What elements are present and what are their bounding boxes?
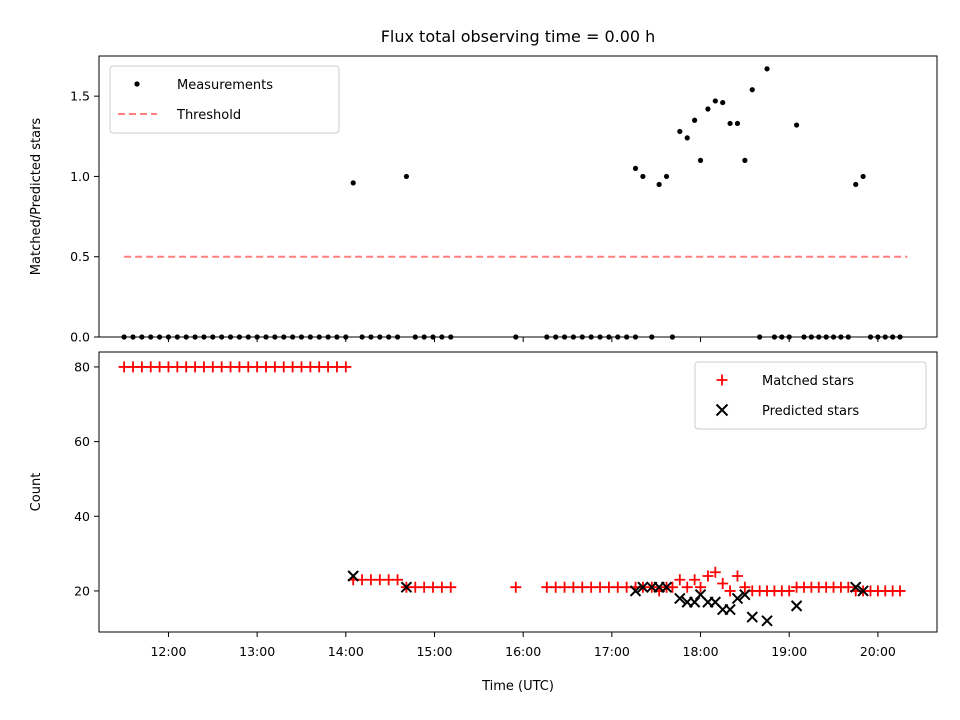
measurement-point: [350, 180, 356, 186]
matched-star-point: [731, 570, 743, 582]
legend-label: Predicted stars: [762, 404, 859, 419]
matched-star-point: [689, 574, 701, 586]
legend-label: Threshold: [176, 108, 241, 123]
measurement-point: [742, 157, 748, 163]
predicted-star-point: [731, 592, 744, 605]
measurement-point: [853, 181, 859, 188]
measurement-point: [677, 128, 683, 135]
x-tick-label: 17:00: [594, 644, 630, 659]
legend: Matched stars Predicted stars: [694, 361, 927, 430]
x-axis-label: Time (UTC): [481, 679, 554, 694]
matched-star-point: [739, 581, 751, 593]
legend-box: [109, 65, 340, 134]
matched-star-point: [724, 585, 736, 597]
measurement-point: [860, 173, 866, 180]
x-tick-label: 19:00: [771, 644, 807, 659]
measurement-point: [697, 157, 704, 163]
predicted-star-point: [400, 581, 413, 593]
predicted-star-point: [790, 600, 803, 612]
count-panel: 12:00 13:00 14:00 15:00 16:00 17:00 18:00 19:00…: [29, 351, 938, 659]
predicted-star-point: [674, 592, 686, 605]
matched-star-point: [709, 566, 721, 578]
matched-star-point: [842, 581, 854, 593]
x-tick-label: 15:00: [416, 644, 452, 659]
measurement-point: [684, 135, 690, 141]
matched-star-point: [702, 570, 714, 582]
predicted-star-point: [629, 585, 642, 597]
matched-star-point: [695, 581, 707, 593]
axes-frame: [98, 55, 938, 338]
legend-label: Measurements: [177, 78, 273, 93]
matched-star-point: [681, 581, 693, 593]
measurement-point: [663, 173, 670, 180]
y-tick-label: 1.5: [70, 89, 90, 104]
y-tick-label: 1.0: [70, 169, 90, 184]
predicted-star-point: [761, 615, 773, 627]
predicted-star-point: [746, 611, 758, 623]
y-axis-label: Matched/Predicted stars: [29, 118, 44, 276]
legend-x-swatch: [715, 403, 729, 417]
y-tick-label: 40: [74, 509, 90, 524]
x-tick-label: 18:00: [683, 644, 719, 659]
y-tick-label: 60: [74, 434, 90, 449]
y-tick-label: 0.5: [70, 249, 90, 264]
matched-star-point: [445, 581, 457, 593]
matched-star-point: [783, 585, 795, 597]
measurement-point: [749, 87, 755, 93]
predicted-star-point: [724, 603, 736, 616]
matched-star-point: [510, 581, 522, 593]
matched-star-point: [894, 585, 906, 597]
predicted-star-point: [660, 581, 673, 593]
legend-label: Matched stars: [762, 374, 854, 389]
measurement-point: [720, 99, 726, 106]
x-tick-label: 12:00: [150, 644, 186, 659]
matched-star-point: [392, 574, 404, 586]
predicted-star-point: [739, 588, 751, 601]
ratio-panel: 0.0 0.5 1.0 1.5 Matched/Predicted stars Measu…: [29, 55, 938, 345]
measurement-point: [734, 120, 741, 127]
y-tick-label: 0.0: [70, 330, 90, 345]
measurement-point: [712, 98, 718, 104]
measurement-point: [403, 173, 410, 180]
matched-star-point: [674, 574, 686, 586]
legend-plus-swatch: [716, 374, 728, 386]
x-tick-label: 20:00: [860, 644, 896, 659]
y-tick-label: 80: [74, 359, 90, 374]
legend: Measurements Threshold: [109, 65, 340, 134]
measurement-point: [793, 122, 800, 128]
matched-star-point: [717, 577, 729, 589]
predicted-star-point: [857, 585, 869, 597]
x-tick-label: 14:00: [328, 644, 364, 659]
predicted-star-point: [347, 570, 359, 582]
y-tick-label: 20: [74, 583, 90, 598]
matched-star-point: [340, 361, 352, 373]
predicted-star-point: [688, 596, 701, 608]
measurement-point: [692, 117, 698, 123]
x-tick-label: 13:00: [239, 644, 275, 659]
legend-dot-swatch: [134, 81, 140, 87]
x-tick-label: 16:00: [505, 644, 541, 659]
measurement-point: [640, 173, 646, 180]
matched-star-point: [666, 581, 678, 593]
predicted-star-point: [850, 581, 862, 593]
legend-box: [694, 361, 927, 430]
predicted-star-point: [637, 581, 649, 593]
measurement-point: [764, 66, 770, 72]
measurement-point: [705, 106, 711, 112]
measurement-point: [656, 181, 662, 188]
measurement-point: [632, 165, 639, 171]
axes-frame: [98, 351, 938, 633]
y-axis-label: Count: [29, 473, 44, 512]
measurement-point: [727, 120, 733, 127]
chart-title: Flux total observing time = 0.00 h: [381, 27, 656, 46]
